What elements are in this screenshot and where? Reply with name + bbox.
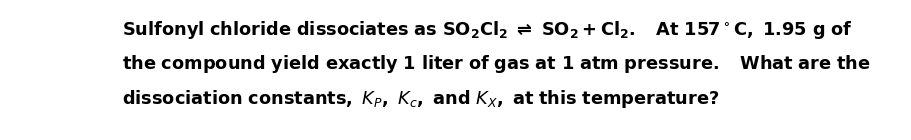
Text: $\mathbf{Sulfonyl\ chloride\ dissociates\ as\ SO_2Cl_2\ \rightleftharpoons\ SO_2: $\mathbf{Sulfonyl\ chloride\ dissociates… (122, 18, 852, 40)
Text: $\mathbf{the\ compound\ yield\ exactly\ 1\ liter\ of\ gas\ at\ 1\ atm\ pressure.: $\mathbf{the\ compound\ yield\ exactly\ … (122, 53, 870, 75)
Text: $\mathbf{dissociation\ constants,\ \mathit{K}_{\mathit{P}},\ \mathit{K}_{\mathit: $\mathbf{dissociation\ constants,\ \math… (122, 88, 719, 109)
